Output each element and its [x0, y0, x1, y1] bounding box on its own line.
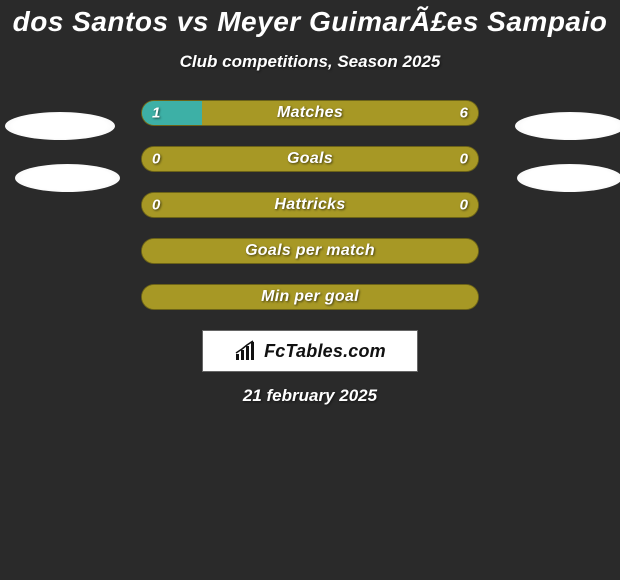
stat-bars: 16Matches 00Goals 00Hattricks Goals per mat…	[141, 100, 479, 310]
date-text: 21 february 2025	[0, 386, 620, 406]
page-title: dos Santos vs Meyer GuimarÃ£es Sampaio	[0, 6, 620, 38]
stat-bar: Min per goal	[141, 284, 479, 310]
bar-label: Hattricks	[142, 196, 478, 214]
logo-text: FcTables.com	[264, 341, 386, 362]
chart-icon	[234, 340, 260, 362]
main-area: 16Matches 00Goals 00Hattricks Goals per mat…	[0, 100, 620, 406]
bar-label: Goals per match	[142, 242, 478, 260]
bar-label: Goals	[142, 150, 478, 168]
bar-label: Matches	[142, 104, 478, 122]
avatar-placeholder-right-2	[517, 164, 620, 192]
bar-label: Min per goal	[142, 288, 478, 306]
stat-bar: 00Hattricks	[141, 192, 479, 218]
stat-bar: Goals per match	[141, 238, 479, 264]
comparison-widget: dos Santos vs Meyer GuimarÃ£es Sampaio C…	[0, 0, 620, 406]
avatar-placeholder-right-1	[515, 112, 620, 140]
logo-box[interactable]: FcTables.com	[202, 330, 418, 372]
stat-bar: 16Matches	[141, 100, 479, 126]
avatar-placeholder-left-1	[5, 112, 115, 140]
avatar-placeholder-left-2	[15, 164, 120, 192]
stat-bar: 00Goals	[141, 146, 479, 172]
subtitle: Club competitions, Season 2025	[0, 52, 620, 72]
